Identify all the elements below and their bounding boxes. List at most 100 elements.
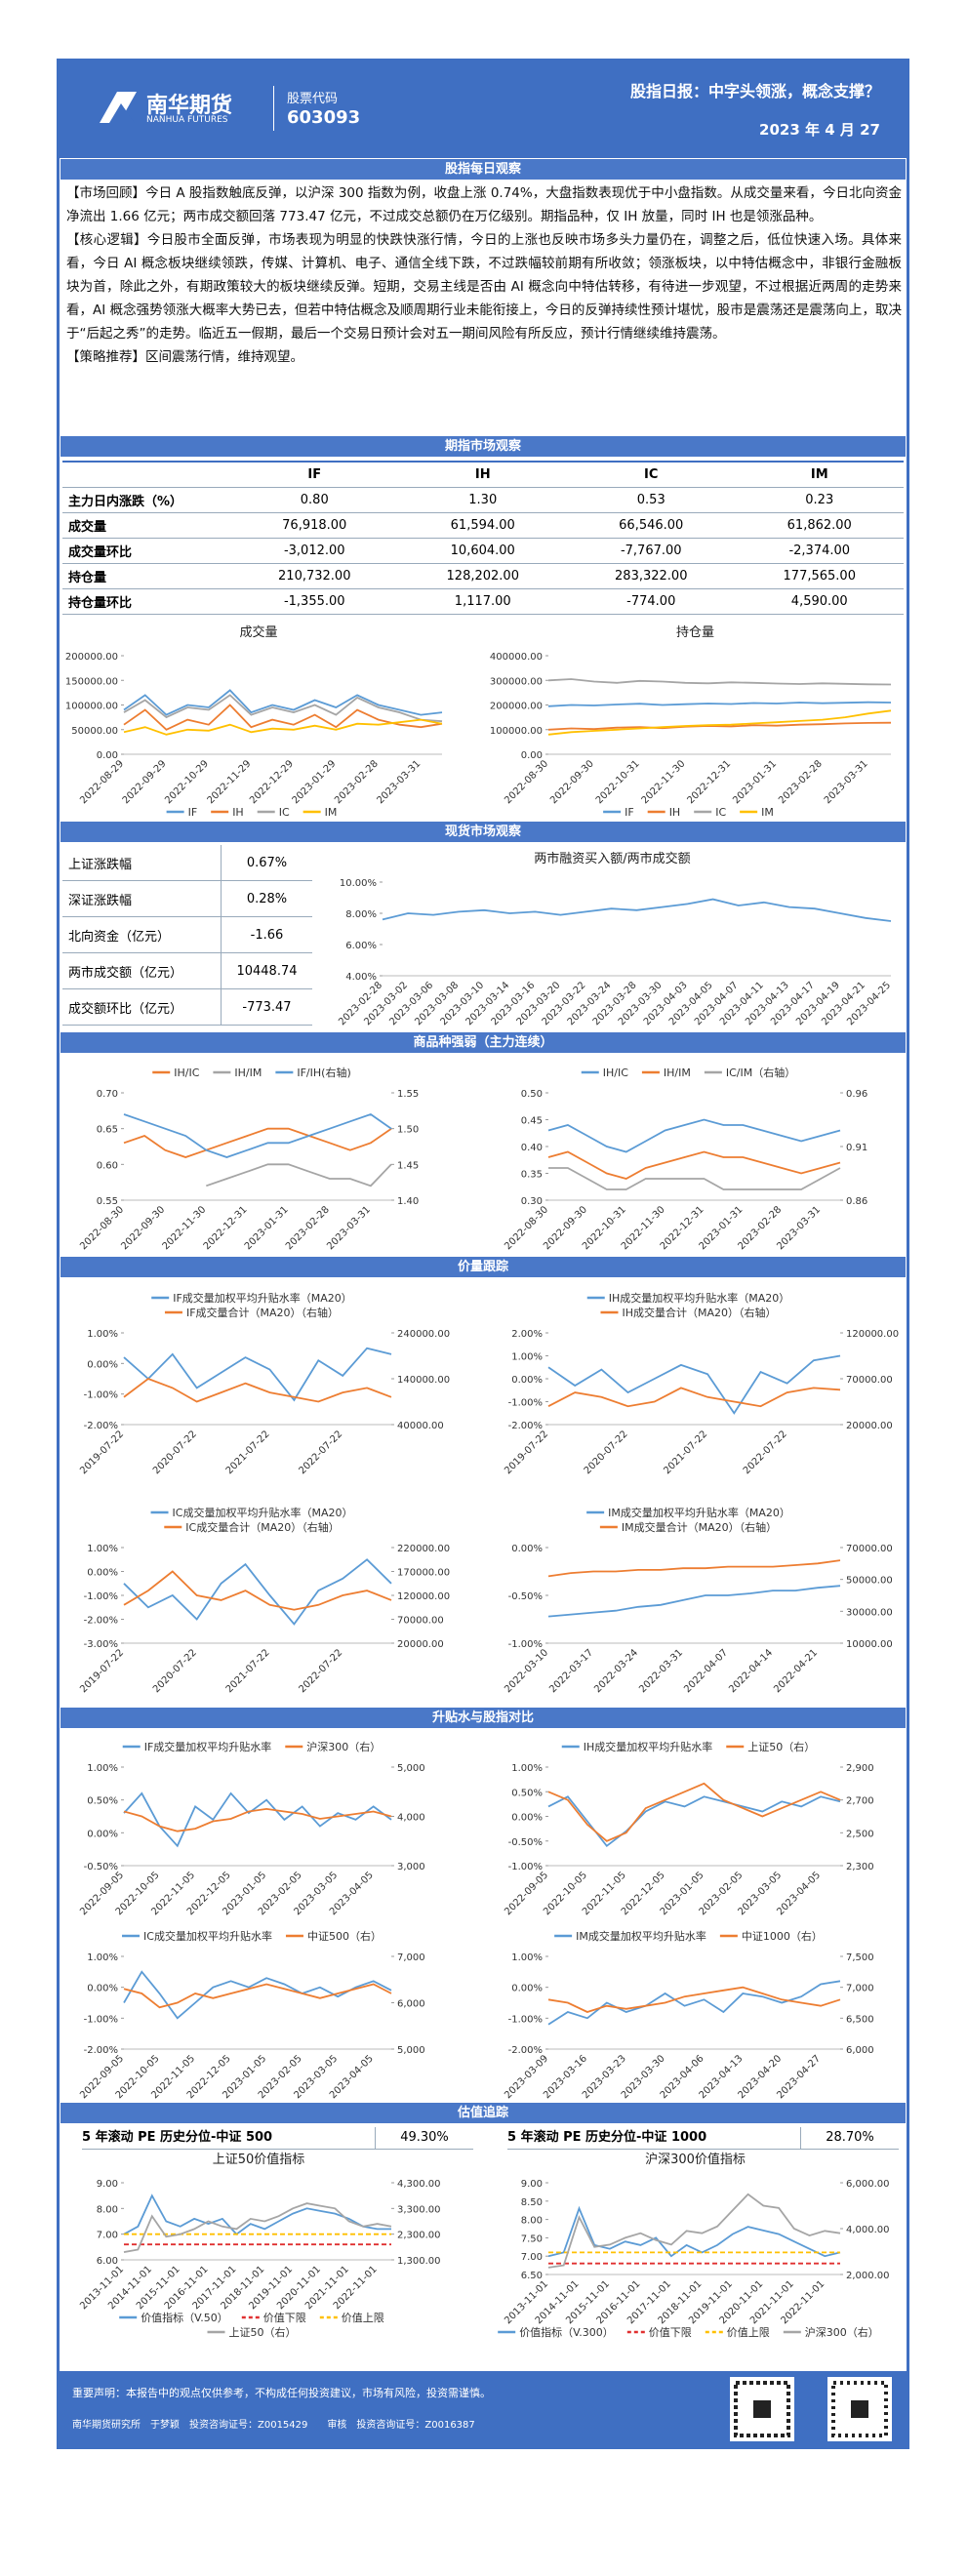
- y2-tick-label: 240000.00: [397, 1329, 450, 1340]
- legend-label: IF/IH(右轴): [297, 1066, 350, 1079]
- y-tick-label: 0.60: [97, 1160, 118, 1171]
- x-tick-label: 2023-01-31: [731, 758, 779, 806]
- x-tick-label: 2022-11-30: [640, 758, 688, 806]
- x-tick-label: 2022-03-31: [637, 1647, 685, 1695]
- report-title: 股指日报：中字头领涨，概念支撑？: [629, 82, 880, 101]
- x-tick-label: 2020-07-22: [151, 1647, 199, 1695]
- legend-label: IH成交量加权平均升贴水率: [584, 1740, 713, 1753]
- table-cell: -1,355.00: [230, 588, 399, 615]
- x-tick-label: 2022-11-29: [206, 758, 254, 806]
- section-bar: 期指市场观察: [60, 436, 906, 457]
- y2-tick-label: 5,000: [397, 1763, 425, 1774]
- y2-tick-label: 2,700: [846, 1796, 874, 1807]
- table-cell: 持仓量环比: [62, 588, 230, 615]
- table-row: 主力日内涨跌（%） 0.80 1.30 0.53 0.23: [62, 487, 904, 513]
- table-cell: 0.80: [230, 487, 399, 513]
- y-tick-label: 1.00%: [87, 1544, 118, 1554]
- series-line: [206, 1163, 392, 1187]
- table-row: 成交量 76,918.00 61,594.00 66,546.00 61,862.00: [62, 512, 904, 539]
- disclaimer: 重要声明：本报告中的观点仅供参考，不构成任何投资建议，市场有风险，投资需谨慎。: [72, 2387, 491, 2399]
- table-cell: 1.30: [398, 487, 567, 513]
- table-row: 成交额环比（亿元） -773.47: [62, 988, 312, 1026]
- y2-tick-label: 0.96: [846, 1089, 867, 1100]
- legend-label: 中证500（右）: [307, 1929, 382, 1943]
- y-tick-label: 0.00%: [87, 1359, 118, 1370]
- y-tick-label: 7.00: [521, 2252, 543, 2263]
- y2-tick-label: 7,000: [397, 1952, 425, 1963]
- y-tick-label: 150000.00: [65, 676, 118, 687]
- y-tick-label: 0.00%: [87, 1984, 118, 1994]
- table-cell: 上证涨跌幅: [62, 845, 222, 881]
- y-tick-label: 50000.00: [71, 726, 118, 737]
- y-tick-label: 8.00%: [345, 909, 377, 920]
- y2-tick-label: 0.91: [846, 1143, 867, 1153]
- x-tick-label: 2021-07-22: [662, 1429, 709, 1476]
- table-cell: 210,732.00: [230, 563, 399, 589]
- y-tick-label: -2.00%: [84, 1616, 118, 1627]
- y-tick-label: -1.00%: [84, 1390, 118, 1401]
- legend-label: IF成交量加权平均升贴水率（MA20）: [173, 1291, 352, 1305]
- y-tick-label: 2.00%: [511, 1329, 543, 1340]
- table-header: IF IH IC IM: [62, 462, 904, 488]
- y-tick-label: -1.00%: [84, 1591, 118, 1602]
- legend-label: 价值上限: [342, 2312, 384, 2324]
- y-tick-label: 7.00: [97, 2231, 118, 2241]
- x-tick-label: 2022-07-22: [297, 1429, 344, 1476]
- y-tick-label: -2.00%: [84, 2045, 118, 2056]
- legend-label: IC: [279, 806, 290, 819]
- paragraph: 【核心逻辑】今日股市全面反弹，市场表现为明显的快跌快涨行情，今日的上涨也反映市场…: [66, 232, 902, 342]
- y-tick-label: 0.00: [97, 750, 118, 761]
- chart-title: 持仓量: [676, 625, 714, 640]
- y-tick-label: 6.00: [97, 2256, 118, 2267]
- table-cell: -7,767.00: [567, 538, 736, 564]
- table-header-cell: IC: [567, 462, 736, 488]
- series-line: [382, 898, 892, 922]
- table-header-cell: IH: [398, 462, 567, 488]
- y-tick-label: 1.00%: [87, 1329, 118, 1340]
- y-tick-label: -1.00%: [508, 1639, 543, 1650]
- series-line: [123, 704, 443, 731]
- legend-label: IH/IM: [664, 1067, 691, 1079]
- legend-label: 上证50（右）: [747, 1740, 815, 1753]
- section-bar: 升贴水与股指对比: [60, 1708, 906, 1728]
- y2-tick-label: 4,300.00: [397, 2179, 441, 2190]
- table-cell: -3,012.00: [230, 538, 399, 564]
- y2-tick-label: 40000.00: [397, 1421, 444, 1431]
- y2-tick-label: 30000.00: [846, 1607, 893, 1618]
- y-tick-label: -0.50%: [508, 1837, 543, 1848]
- series-line: [123, 2194, 391, 2235]
- series-line: [547, 1559, 841, 1578]
- y2-tick-label: 1.55: [397, 1089, 419, 1100]
- footer: 重要声明：本报告中的观点仅供参考，不构成任何投资建议，市场有风险，投资需谨慎。 …: [57, 2371, 909, 2449]
- valuation-label: 5 年滚动 PE 历史分位-中证 1000: [507, 2127, 800, 2150]
- table-row: 成交量环比 -3,012.00 10,604.00 -7,767.00 -2,374.0…: [62, 538, 904, 564]
- y-tick-label: 0.55: [97, 1196, 118, 1207]
- legend-label: IM成交量加权平均升贴水率（MA20）: [608, 1506, 790, 1519]
- y2-tick-label: 1.50: [397, 1125, 419, 1136]
- legend-label: IH成交量合计（MA20）（右轴）: [622, 1306, 776, 1319]
- table-row: 持仓量环比 -1,355.00 1,117.00 -774.00 4,590.00: [62, 588, 904, 615]
- section-bar: 商品种强弱（主力连续）: [60, 1032, 906, 1053]
- y-tick-label: -0.50%: [84, 1862, 118, 1872]
- x-tick-label: 2022-03-24: [592, 1647, 640, 1695]
- y-tick-label: 6.50: [521, 2271, 543, 2281]
- legend-label: IH/IC: [603, 1067, 628, 1079]
- table-cell: 成交量环比: [62, 538, 230, 564]
- y2-tick-label: 7,000: [846, 1984, 874, 1994]
- y-tick-label: 8.00: [521, 2216, 543, 2227]
- x-tick-label: 2022-07-22: [742, 1429, 789, 1476]
- chart-title: 上证50价值指标: [213, 2152, 305, 2167]
- series-line: [123, 1377, 392, 1403]
- series-line: [547, 1980, 841, 2026]
- legend-label: 价值指标（V.300）: [519, 2325, 614, 2339]
- x-tick-label: 2019-07-22: [78, 1647, 126, 1695]
- table-cell: -773.47: [220, 988, 312, 1026]
- y-tick-label: 0.40: [521, 1143, 543, 1153]
- table-cell: -1.66: [220, 916, 312, 953]
- table-cell: 持仓量: [62, 563, 230, 589]
- legend-label: 上证50（右）: [229, 2325, 297, 2339]
- y2-tick-label: 1.45: [397, 1160, 419, 1171]
- y2-tick-label: 6,000: [846, 2045, 874, 2056]
